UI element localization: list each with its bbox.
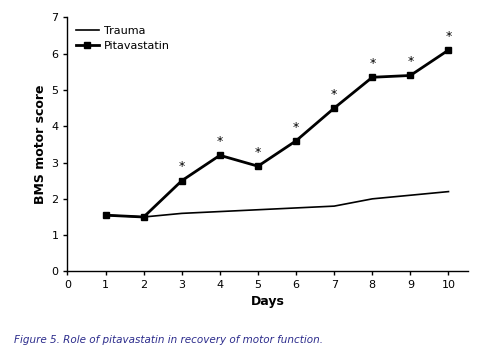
Pitavastatin: [141, 215, 147, 219]
Trauma: [369, 197, 375, 201]
Text: *: *: [407, 55, 414, 68]
Text: *: *: [179, 160, 185, 173]
Text: Figure 5. Role of pitavastatin in recovery of motor function.: Figure 5. Role of pitavastatin in recove…: [14, 334, 323, 345]
Trauma: [407, 193, 413, 197]
Text: *: *: [255, 146, 261, 159]
Pitavastatin: [331, 106, 337, 110]
Text: *: *: [369, 57, 375, 70]
Pitavastatin: [255, 164, 261, 168]
Trauma: [255, 208, 261, 212]
Trauma: [293, 206, 299, 210]
Pitavastatin: [293, 139, 299, 143]
Text: *: *: [217, 135, 223, 148]
X-axis label: Days: Days: [251, 295, 284, 308]
Trauma: [217, 209, 223, 214]
Y-axis label: BMS motor score: BMS motor score: [34, 85, 47, 204]
Line: Trauma: Trauma: [106, 192, 448, 217]
Line: Pitavastatin: Pitavastatin: [102, 47, 452, 221]
Trauma: [445, 190, 451, 194]
Pitavastatin: [217, 153, 223, 157]
Pitavastatin: [103, 213, 108, 217]
Trauma: [179, 211, 185, 215]
Text: *: *: [293, 120, 299, 134]
Pitavastatin: [407, 73, 413, 78]
Trauma: [331, 204, 337, 208]
Text: *: *: [445, 30, 452, 43]
Pitavastatin: [179, 179, 185, 183]
Trauma: [103, 213, 108, 217]
Pitavastatin: [369, 75, 375, 79]
Text: *: *: [331, 88, 337, 101]
Pitavastatin: [445, 48, 451, 52]
Trauma: [141, 215, 147, 219]
Legend: Trauma, Pitavastatin: Trauma, Pitavastatin: [73, 23, 174, 54]
